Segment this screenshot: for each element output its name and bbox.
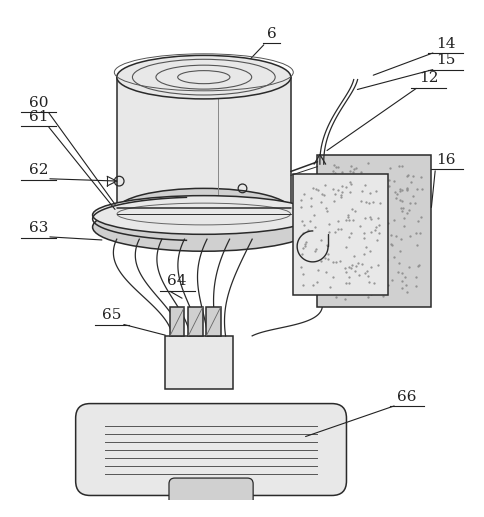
Bar xyxy=(165,336,232,389)
Ellipse shape xyxy=(92,203,315,251)
Bar xyxy=(293,174,387,295)
Bar xyxy=(206,307,220,336)
Bar xyxy=(169,307,184,336)
Text: 66: 66 xyxy=(396,390,416,404)
Text: 64: 64 xyxy=(167,275,186,288)
Text: 6: 6 xyxy=(266,27,276,41)
Bar xyxy=(317,155,430,307)
Ellipse shape xyxy=(117,188,290,232)
Bar xyxy=(188,307,202,336)
Ellipse shape xyxy=(92,195,315,234)
Text: 60: 60 xyxy=(29,96,48,110)
Text: 16: 16 xyxy=(435,153,454,166)
Text: 67: 67 xyxy=(353,251,372,265)
Bar xyxy=(117,77,290,210)
Text: 12: 12 xyxy=(418,71,438,85)
Text: 62: 62 xyxy=(29,163,48,177)
Text: 65: 65 xyxy=(102,308,121,322)
Text: 61: 61 xyxy=(29,110,48,124)
Ellipse shape xyxy=(117,55,290,99)
FancyBboxPatch shape xyxy=(168,478,253,510)
Text: 15: 15 xyxy=(435,53,454,68)
Text: 63: 63 xyxy=(29,221,48,235)
Text: 14: 14 xyxy=(435,37,454,51)
FancyBboxPatch shape xyxy=(76,404,346,495)
